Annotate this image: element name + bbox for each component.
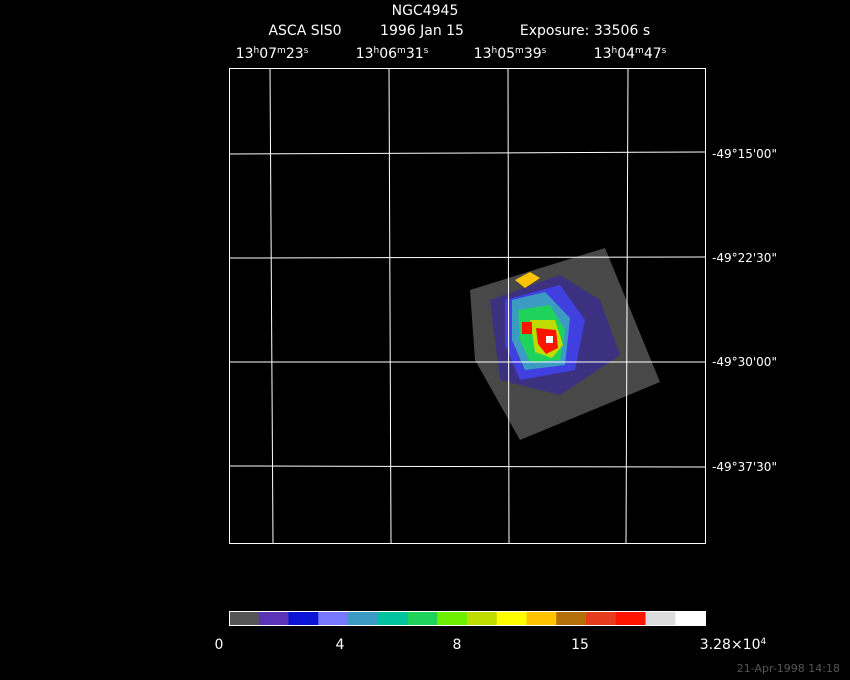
dec-grid-line <box>228 151 706 155</box>
colorbar-frame <box>229 611 706 626</box>
subtitle-exposure: Exposure: 33506 s <box>520 23 650 39</box>
colorbar-segment <box>675 611 706 625</box>
dec-grid-line <box>228 256 706 259</box>
ra-grid-line <box>625 67 629 544</box>
label-part: 13 <box>356 46 374 62</box>
label-part: 8 <box>453 637 462 653</box>
superscript: m <box>397 46 406 56</box>
dec-label: -49°37'30" <box>712 460 777 474</box>
label-part: 04 <box>617 46 635 62</box>
ra-label: 13h05m39s <box>474 46 547 62</box>
label-part: 3.28×10 <box>700 637 761 653</box>
colorbar-segment <box>556 611 587 625</box>
colorbar-segment <box>467 611 498 625</box>
subtitle-date: 1996 Jan 15 <box>380 23 464 39</box>
label-part: 13 <box>236 46 254 62</box>
subtitle-instrument: ASCA SIS0 <box>268 23 341 39</box>
label-part: 05 <box>497 46 515 62</box>
label-part: 13 <box>474 46 492 62</box>
label-part: 4 <box>336 637 345 653</box>
superscript: 4 <box>760 637 766 647</box>
dec-label: -49°22'30" <box>712 251 777 265</box>
label-part: 31 <box>406 46 424 62</box>
ra-grid-line <box>388 67 392 544</box>
colorbar-segment <box>407 611 438 625</box>
xray-image <box>470 248 660 440</box>
label-part: 15 <box>571 637 589 653</box>
dec-label: -49°30'00" <box>712 355 777 369</box>
label-part: 39 <box>524 46 542 62</box>
title: NGC4945 <box>392 3 459 19</box>
colorbar-segment <box>318 611 349 625</box>
superscript: s <box>304 46 309 56</box>
colorbar-segment <box>229 611 260 625</box>
label-part: 23 <box>286 46 304 62</box>
plot-frame <box>229 68 706 544</box>
superscript: m <box>277 46 286 56</box>
label-part: 07 <box>259 46 277 62</box>
ra-grid-line <box>507 67 510 544</box>
colorbar-label: 3.28×104 <box>700 637 767 653</box>
superscript: m <box>515 46 524 56</box>
colorbar-label: 0 <box>215 637 224 653</box>
colorbar-segment <box>615 611 646 625</box>
colorbar-label: 4 <box>336 637 345 653</box>
colorbar-label: 8 <box>453 637 462 653</box>
dec-label: -49°15'00" <box>712 147 777 161</box>
superscript: m <box>635 46 644 56</box>
superscript: s <box>662 46 667 56</box>
colorbar-label: 15 <box>571 637 589 653</box>
label-part: 13 <box>594 46 612 62</box>
superscript: h <box>611 46 617 56</box>
colorbar-segment <box>526 611 557 625</box>
ra-label: 13h04m47s <box>594 46 667 62</box>
colorbar-segment <box>496 611 527 625</box>
superscript: h <box>491 46 497 56</box>
superscript: s <box>542 46 547 56</box>
coordinate-grid <box>228 67 706 544</box>
timestamp: 21-Apr-1998 14:18 <box>737 662 840 675</box>
colorbar-segment <box>645 611 676 625</box>
colorbar-segment <box>586 611 617 625</box>
superscript: h <box>253 46 259 56</box>
label-part: 47 <box>644 46 662 62</box>
colorbar-segment <box>437 611 468 625</box>
ra-grid-line <box>269 67 274 544</box>
colorbar-segment <box>258 611 289 625</box>
colorbar-segment <box>348 611 379 625</box>
label-part: 0 <box>215 637 224 653</box>
ra-label: 13h07m23s <box>236 46 309 62</box>
superscript: s <box>424 46 429 56</box>
superscript: h <box>373 46 379 56</box>
label-part: 06 <box>379 46 397 62</box>
ra-label: 13h06m31s <box>356 46 429 62</box>
dec-grid-line <box>228 465 706 468</box>
colorbar-segment <box>288 611 319 625</box>
colorbar-segment <box>377 611 408 625</box>
